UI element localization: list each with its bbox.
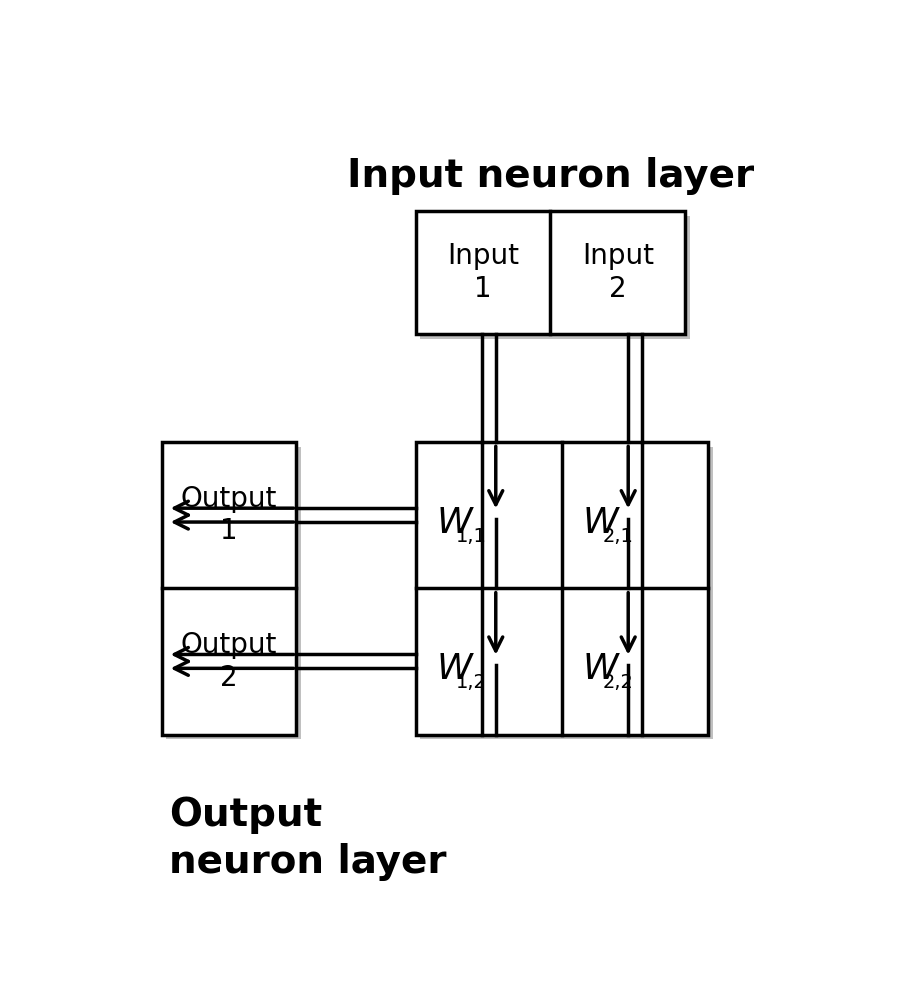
Text: 2,1: 2,1 (603, 528, 634, 546)
Bar (420, 447, 713, 739)
Text: Input neuron layer: Input neuron layer (347, 157, 754, 196)
Text: $\mathregular{W}$: $\mathregular{W}$ (583, 506, 622, 539)
Text: 2,2: 2,2 (603, 674, 634, 693)
Bar (420, 215, 690, 339)
Text: Output
2: Output 2 (181, 631, 277, 692)
Text: Output
1: Output 1 (181, 485, 277, 545)
Text: Output
neuron layer: Output neuron layer (169, 796, 447, 881)
Text: $\mathregular{W}$: $\mathregular{W}$ (583, 652, 622, 686)
Text: $\mathregular{W}$: $\mathregular{W}$ (436, 506, 475, 539)
Text: $\mathregular{W}$: $\mathregular{W}$ (436, 652, 475, 686)
Text: 1,1: 1,1 (456, 528, 487, 546)
Bar (415, 211, 685, 334)
Bar (162, 442, 296, 734)
Text: Input
1: Input 1 (447, 242, 519, 302)
Bar (415, 442, 709, 734)
Text: 1,2: 1,2 (456, 674, 487, 693)
Text: Input
2: Input 2 (582, 242, 653, 302)
Bar (167, 447, 301, 739)
